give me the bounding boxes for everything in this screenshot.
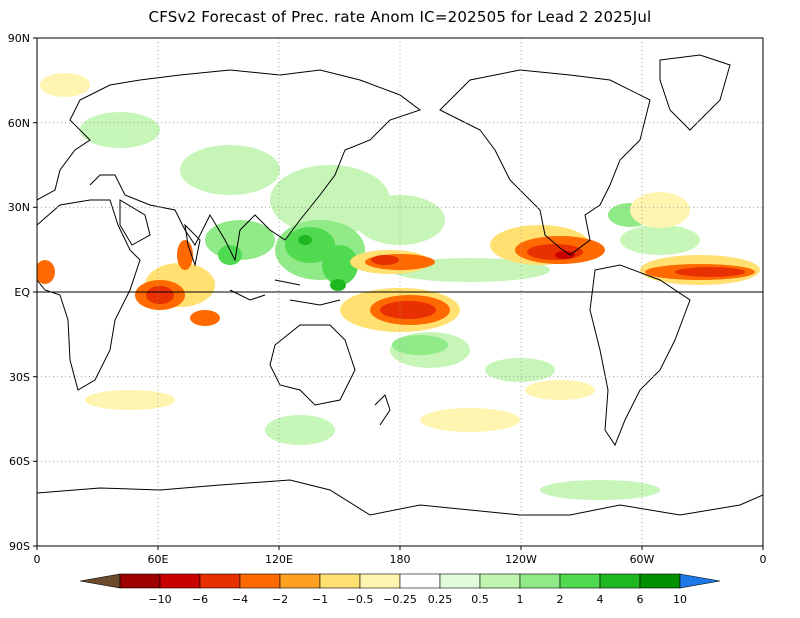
colorbar-label: 0.25 [428,593,453,606]
colorbar-label: −4 [232,593,248,606]
x-tick-label: 120W [505,553,537,566]
colorbar-arrow-high [679,573,721,589]
colorbar-label: −10 [148,593,171,606]
colorbar-label: −2 [272,593,288,606]
y-tick-labels: 90N 60N 30N EQ 30S 60S 90S [8,32,31,553]
anomaly-field [37,73,760,500]
colorbar [79,573,721,589]
colorbar-label: 0.5 [471,593,489,606]
x-tick-label: 120E [265,553,293,566]
tick-marks [33,37,764,550]
colorbar-swatch [119,573,161,589]
colorbar-arrow-low [79,573,121,589]
colorbar-label: −0.25 [383,593,417,606]
y-tick-label: 90S [9,540,30,553]
colorbar-label: −6 [192,593,208,606]
colorbar-swatch [319,573,361,589]
graticule [37,38,763,546]
colorbar-label: 10 [673,593,687,606]
colorbar-swatch [359,573,401,589]
colorbar-label: −1 [312,593,328,606]
x-tick-label: 180 [390,553,411,566]
x-tick-label: 60E [148,553,169,566]
colorbar-swatch [559,573,601,589]
colorbar-label: 6 [637,593,644,606]
y-tick-label: 90N [8,32,30,45]
y-tick-label: 30S [9,371,30,384]
colorbar-swatch [599,573,641,589]
x-tick-labels: 0 60E 120E 180 120W 60W 0 [34,553,767,566]
y-tick-label: EQ [14,286,30,299]
colorbar-swatch [399,573,441,589]
colorbar-swatch [519,573,561,589]
colorbar-label: 1 [517,593,524,606]
colorbar-swatch [479,573,521,589]
colorbar-label: −0.5 [347,593,374,606]
colorbar-swatch [159,573,201,589]
colorbar-swatch [439,573,481,589]
colorbar-label: 2 [557,593,564,606]
x-tick-label: 0 [760,553,767,566]
colorbar-swatch [279,573,321,589]
map-title: CFSv2 Forecast of Prec. rate Anom IC=202… [148,8,652,26]
y-tick-label: 60S [9,455,30,468]
colorbar-label: 4 [597,593,604,606]
colorbar-swatch [639,573,681,589]
coastlines [37,54,763,516]
colorbar-labels: −10 −6 −4 −2 −1 −0.5 −0.25 0.25 0.5 1 2 4 6 10 [148,593,687,606]
x-tick-label: 60W [630,553,655,566]
colorbar-swatch [199,573,241,589]
y-tick-label: 30N [8,201,30,214]
x-tick-label: 0 [34,553,41,566]
y-tick-label: 60N [8,117,30,130]
colorbar-swatch [239,573,281,589]
